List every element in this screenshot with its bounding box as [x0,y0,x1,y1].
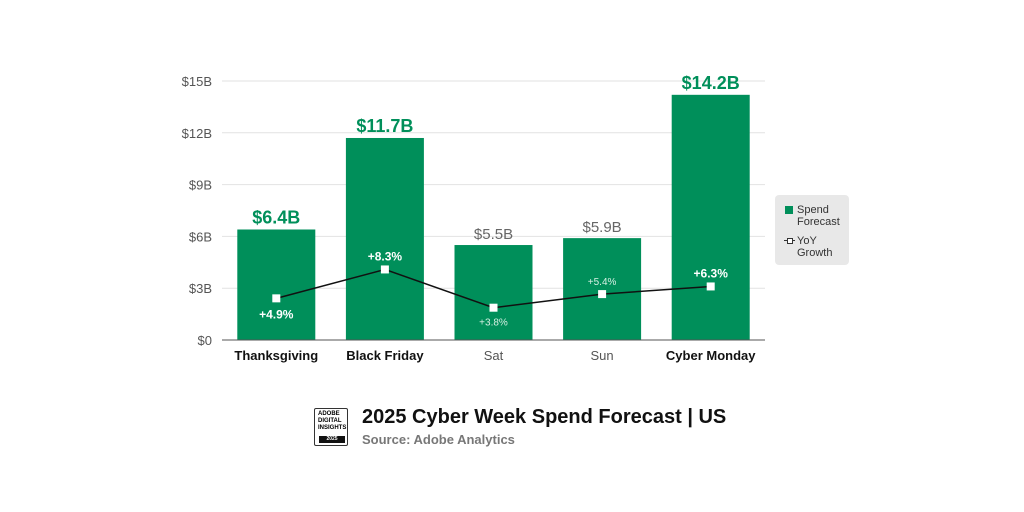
chart-source: Source: Adobe Analytics [362,432,515,447]
bar-value-label: $5.5B [474,226,513,243]
legend-text: Spend [797,204,829,216]
y-tick-label: $0 [198,333,212,348]
x-tick-label: Black Friday [346,348,424,363]
x-tick-label: Cyber Monday [666,348,756,363]
y-tick-label: $9B [189,178,212,193]
y-tick-label: $12B [182,126,212,141]
yoy-marker [598,290,607,299]
y-tick-label: $6B [189,229,212,244]
bar-value-label: $11.7B [356,116,413,136]
yoy-marker [489,303,498,312]
bar [671,94,750,341]
legend-spend-label: Spend Forecast [797,204,840,228]
yoy-label: +8.3% [368,249,403,263]
chart-title: 2025 Cyber Week Spend Forecast | US [362,406,727,428]
legend: Spend Forecast YoY Growth [775,195,849,265]
yoy-label: +3.8% [479,318,508,329]
yoy-marker [706,282,715,291]
legend-text: Growth [797,247,833,259]
legend-swatch-bar [785,206,793,214]
x-tick-label: Sat [484,348,504,363]
bar-value-label: $14.2B [682,73,740,93]
yoy-marker [380,265,389,274]
legend-marker-icon [787,238,793,244]
yoy-label: +4.9% [259,307,294,321]
legend-yoy-label: YoY Growth [797,235,832,259]
bar-value-label: $6.4B [252,207,300,227]
legend-text: Forecast [797,216,840,228]
legend-text: YoY [797,235,817,247]
bar [454,245,533,340]
bar-value-label: $5.9B [582,219,621,236]
x-tick-label: Thanksgiving [234,348,318,363]
adobe-digital-insights-logo: ADOBE DIGITAL INSIGHTS 2025 [314,408,348,446]
yoy-label: +5.4% [588,277,617,288]
yoy-label: +6.3% [694,266,729,280]
y-tick-label: $3B [189,281,212,296]
y-tick-label: $15B [182,74,212,89]
legend-yoy: YoY Growth [784,235,832,259]
yoy-marker [272,294,281,303]
legend-spend: Spend Forecast [785,204,840,228]
x-tick-label: Sun [591,348,614,363]
bar [345,137,424,340]
bar [237,229,316,340]
bar [563,238,642,340]
